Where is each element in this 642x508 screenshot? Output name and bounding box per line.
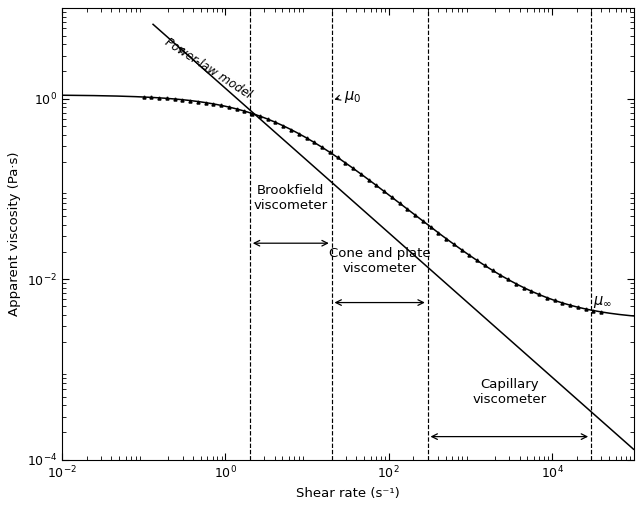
Text: Power-law model: Power-law model bbox=[162, 36, 254, 101]
Text: $\mu_\infty$: $\mu_\infty$ bbox=[593, 294, 612, 310]
Text: Capillary
viscometer: Capillary viscometer bbox=[473, 378, 546, 406]
Text: $\mu_0$: $\mu_0$ bbox=[343, 89, 361, 105]
Text: Cone and plate
viscometer: Cone and plate viscometer bbox=[329, 247, 431, 275]
Y-axis label: Apparent viscosity (Pa·s): Apparent viscosity (Pa·s) bbox=[8, 152, 21, 316]
X-axis label: Shear rate (s⁻¹): Shear rate (s⁻¹) bbox=[296, 487, 400, 500]
Text: Brookfield
viscometer: Brookfield viscometer bbox=[254, 184, 328, 212]
